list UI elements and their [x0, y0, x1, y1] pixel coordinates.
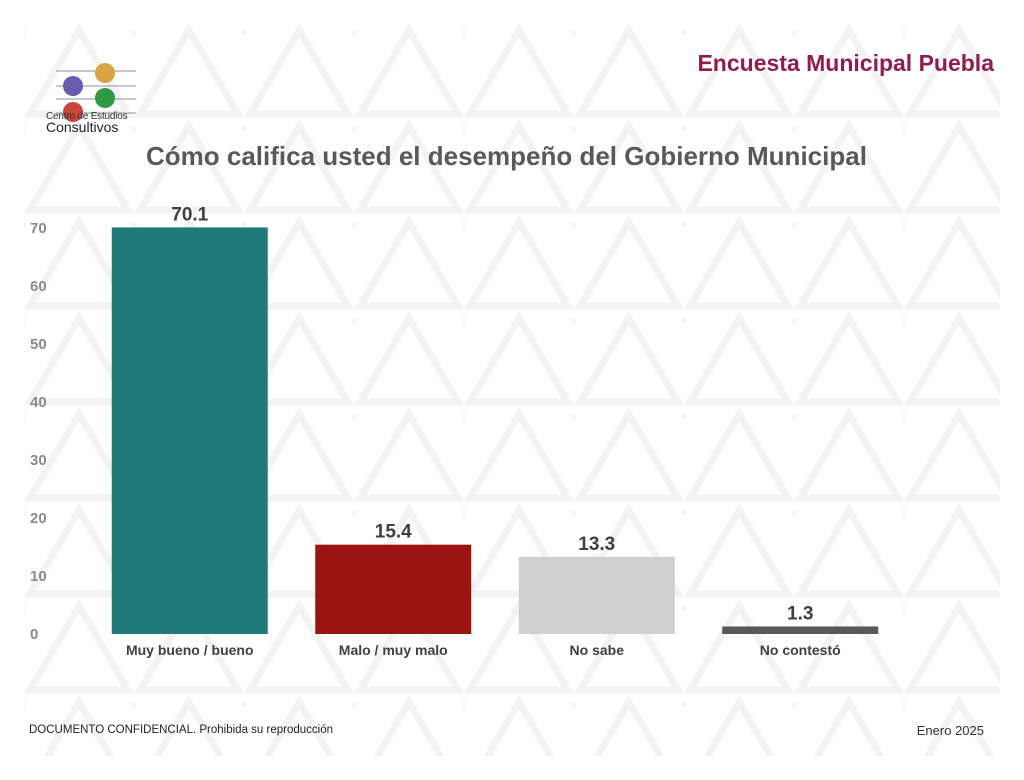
survey-title: Encuesta Municipal Puebla	[697, 50, 994, 76]
logo-dot-green	[95, 88, 115, 108]
x-axis: Muy bueno / bueno Malo / muy malo No sabe N…	[126, 642, 841, 658]
y-tick-label: 0	[30, 626, 38, 643]
logo-dot-red	[63, 102, 83, 122]
bars	[111, 227, 879, 635]
data-label: 70.1	[171, 204, 208, 225]
logo-dot-yellow	[95, 63, 115, 83]
logo-text-line1: Centro de Estudios	[46, 111, 128, 122]
data-labels: 70.1 15.4 13.3 1.3	[171, 204, 813, 624]
logo-text-line2: Consultivos	[46, 119, 119, 135]
slide: Centro de Estudios Consultivos Encuesta …	[24, 24, 1000, 756]
category-label: Malo / muy malo	[339, 642, 448, 658]
y-tick-label: 30	[30, 452, 47, 469]
data-label: 15.4	[375, 522, 412, 543]
bar-muy-bueno-bueno	[111, 227, 268, 635]
y-tick-label: 10	[30, 568, 47, 585]
data-label: 13.3	[578, 534, 615, 555]
bar-chart: 0 10 20 30 40 50 60 70 70.1 15.4 13.3 1.3 Muy buen…	[30, 204, 879, 658]
confidential-notice: DOCUMENTO CONFIDENCIAL. Prohibida su rep…	[29, 724, 333, 736]
category-label: No sabe	[570, 642, 625, 658]
category-label: No contestó	[760, 642, 841, 658]
logo	[56, 63, 136, 122]
bar-malo-muy-malo	[315, 544, 472, 634]
category-label: Muy bueno / bueno	[126, 642, 254, 658]
report-date: Enero 2025	[916, 723, 984, 738]
data-label: 1.3	[787, 603, 813, 624]
y-tick-label: 40	[30, 394, 47, 411]
logo-dot-purple	[63, 76, 83, 96]
y-tick-label: 20	[30, 510, 47, 527]
bar-no-contest	[722, 626, 879, 634]
y-tick-label: 70	[30, 220, 47, 237]
y-axis: 0 10 20 30 40 50 60 70	[30, 220, 47, 643]
bar-no-sabe	[518, 556, 675, 634]
y-tick-label: 60	[30, 278, 47, 295]
chart-title: Cómo califica usted el desempeño del Gob…	[146, 141, 867, 171]
y-tick-label: 50	[30, 336, 47, 353]
